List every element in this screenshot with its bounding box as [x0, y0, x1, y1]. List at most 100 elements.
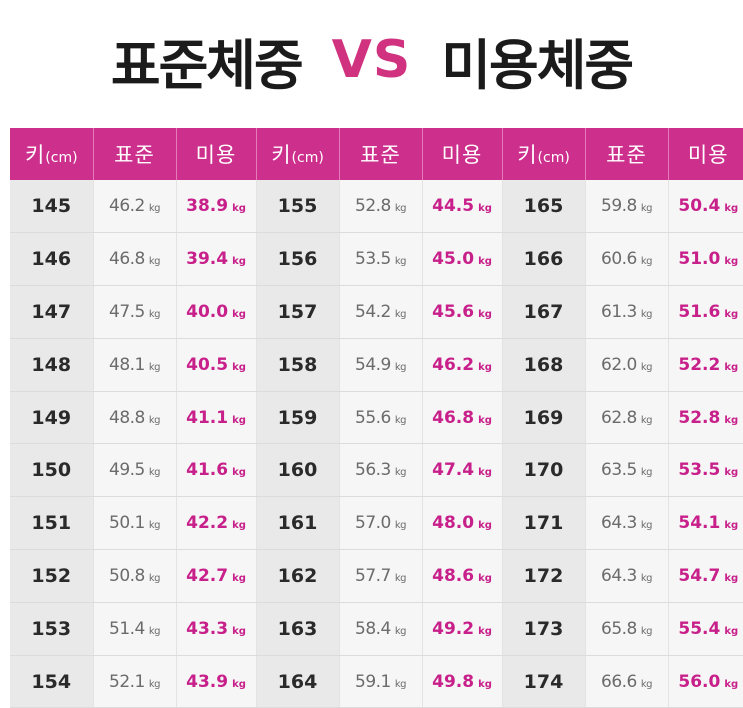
beauty-weight-value: 42.2: [186, 513, 229, 534]
standard-weight-value: 56.3: [355, 460, 391, 481]
beauty-weight-value: 41.1: [186, 407, 229, 428]
beauty-weight-cell: 40.5 kg: [176, 338, 257, 392]
table-row: 154 52.1 kg 43.9 kg 164 59.1 kg 49.8 kg 174 66.6 kg 5…: [10, 655, 743, 708]
height-cell: 174: [502, 655, 586, 708]
standard-weight-value: 48.1: [109, 354, 145, 375]
beauty-weight-cell: 49.8 kg: [422, 655, 503, 708]
weight-unit: kg: [394, 361, 407, 373]
weight-unit: kg: [640, 625, 653, 637]
standard-weight-cell: 58.4 kg: [339, 602, 423, 656]
beauty-weight-cell: 49.2 kg: [422, 602, 503, 656]
weight-unit: kg: [232, 520, 246, 532]
weight-unit: kg: [724, 625, 739, 637]
weight-unit: kg: [232, 414, 246, 426]
standard-weight-cell: 48.1 kg: [93, 338, 177, 392]
weight-unit: kg: [724, 520, 739, 532]
weight-unit: kg: [724, 361, 739, 373]
height-cell: 167: [502, 285, 586, 339]
height-cell: 173: [502, 602, 586, 656]
beauty-weight-cell: 55.4 kg: [668, 602, 743, 656]
standard-weight-value: 52.8: [355, 196, 391, 217]
weight-unit: kg: [724, 256, 739, 268]
standard-weight-value: 63.5: [601, 460, 637, 481]
beauty-weight-cell: 38.9 kg: [176, 180, 257, 234]
beauty-weight-cell: 51.6 kg: [668, 285, 743, 339]
table-row: 152 50.8 kg 42.7 kg 162 57.7 kg 48.6 kg 172 64.3 kg 5…: [10, 549, 743, 603]
header-height-label: 키: [271, 143, 292, 167]
standard-weight-value: 47.5: [109, 301, 145, 322]
weight-unit: kg: [724, 678, 739, 690]
beauty-weight-value: 46.2: [432, 354, 475, 375]
height-cell: 158: [256, 338, 340, 392]
standard-weight-value: 59.8: [601, 196, 637, 217]
weight-table: 키(cm) 표준 미용 키(cm) 표준 미용 키(cm) 표준 미용 145 46.2 kg 38.…: [10, 128, 743, 708]
height-cell: 154: [10, 655, 94, 708]
beauty-weight-cell: 40.0 kg: [176, 285, 257, 339]
beauty-weight-value: 50.4: [678, 196, 721, 217]
weight-unit: kg: [640, 572, 653, 584]
standard-weight-value: 61.3: [601, 301, 637, 322]
beauty-weight-cell: 41.6 kg: [176, 443, 257, 498]
standard-weight-cell: 54.2 kg: [339, 285, 423, 339]
header-height-unit: (cm): [45, 150, 78, 166]
weight-unit: kg: [148, 520, 161, 532]
standard-weight-cell: 63.5 kg: [585, 443, 669, 498]
standard-weight-cell: 62.8 kg: [585, 391, 669, 445]
standard-weight-cell: 46.2 kg: [93, 180, 177, 234]
weight-unit: kg: [148, 414, 161, 426]
height-cell: 164: [256, 655, 340, 708]
beauty-weight-cell: 42.2 kg: [176, 496, 257, 551]
weight-table-container: 키(cm) 표준 미용 키(cm) 표준 미용 키(cm) 표준 미용 145 46.2 kg 38.…: [10, 128, 743, 708]
weight-unit: kg: [148, 625, 161, 637]
beauty-weight-cell: 50.4 kg: [668, 180, 743, 234]
standard-weight-cell: 52.8 kg: [339, 180, 423, 234]
header-height-unit: (cm): [291, 150, 324, 166]
standard-weight-cell: 48.8 kg: [93, 391, 177, 445]
beauty-weight-cell: 48.6 kg: [422, 549, 503, 603]
standard-weight-value: 48.8: [109, 407, 145, 428]
beauty-weight-cell: 41.1 kg: [176, 391, 257, 445]
standard-weight-value: 66.6: [601, 671, 637, 692]
beauty-weight-cell: 42.7 kg: [176, 549, 257, 603]
height-cell: 163: [256, 602, 340, 656]
beauty-weight-cell: 56.0 kg: [668, 655, 743, 708]
weight-unit: kg: [640, 203, 653, 215]
beauty-weight-cell: 47.4 kg: [422, 443, 503, 498]
weight-unit: kg: [640, 678, 653, 690]
weight-unit: kg: [724, 308, 739, 320]
header-height-label: 키: [24, 143, 46, 167]
table-body: 145 46.2 kg 38.9 kg 155 52.8 kg 44.5 kg 165 59.8 kg 5…: [10, 180, 743, 708]
beauty-weight-value: 41.6: [186, 460, 229, 481]
header-beauty: 미용: [176, 128, 257, 180]
weight-unit: kg: [640, 256, 653, 268]
standard-weight-value: 53.5: [355, 249, 391, 270]
weight-unit: kg: [148, 361, 161, 373]
beauty-weight-value: 49.8: [432, 671, 475, 692]
weight-unit: kg: [478, 203, 492, 215]
weight-unit: kg: [148, 572, 161, 584]
height-cell: 147: [10, 285, 94, 339]
table-row: 147 47.5 kg 40.0 kg 157 54.2 kg 45.6 kg 167 61.3 kg 5…: [10, 285, 743, 339]
beauty-weight-cell: 45.0 kg: [422, 232, 503, 287]
weight-unit: kg: [232, 203, 246, 215]
title-beauty-weight: 미용체중: [441, 33, 634, 97]
table-row: 150 49.5 kg 41.6 kg 160 56.3 kg 47.4 kg 170 63.5 kg 5…: [10, 443, 743, 498]
standard-weight-cell: 62.0 kg: [585, 338, 669, 392]
beauty-weight-cell: 53.5 kg: [668, 443, 743, 498]
header-standard: 표준: [339, 128, 423, 180]
height-cell: 166: [502, 232, 586, 287]
beauty-weight-cell: 43.3 kg: [176, 602, 257, 656]
header-standard: 표준: [93, 128, 177, 180]
beauty-weight-cell: 52.8 kg: [668, 391, 743, 445]
beauty-weight-value: 45.0: [432, 249, 475, 270]
beauty-weight-cell: 46.8 kg: [422, 391, 503, 445]
standard-weight-value: 57.0: [355, 513, 391, 534]
standard-weight-cell: 64.3 kg: [585, 496, 669, 551]
standard-weight-cell: 46.8 kg: [93, 232, 177, 287]
weight-unit: kg: [148, 203, 161, 215]
beauty-weight-value: 47.4: [432, 460, 475, 481]
weight-unit: kg: [478, 414, 492, 426]
beauty-weight-value: 48.0: [432, 513, 475, 534]
standard-weight-cell: 57.0 kg: [339, 496, 423, 551]
beauty-weight-value: 43.3: [186, 618, 229, 639]
